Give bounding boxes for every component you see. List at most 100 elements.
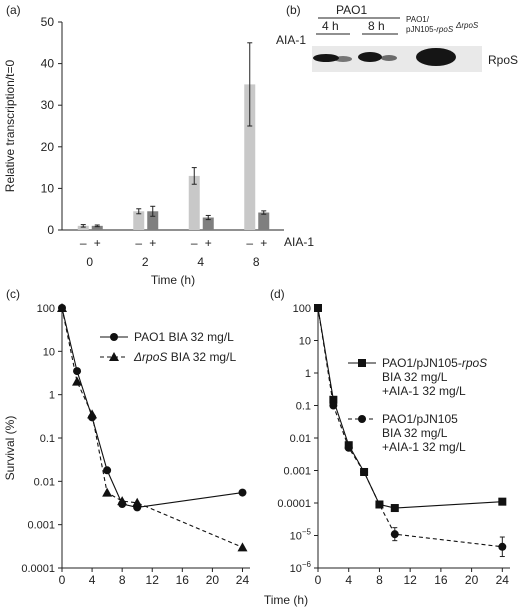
lane-label-deletion: ΔrpoS — [455, 21, 479, 30]
point-c-1 — [117, 496, 128, 506]
y-tick-label-c: 0.01 — [34, 476, 55, 488]
y-tick-label-c: 1 — [49, 390, 55, 402]
x-tick-label-d: 16 — [434, 573, 448, 587]
y-tick-label-a: 0 — [47, 223, 54, 237]
point-c-1 — [237, 542, 248, 552]
bar-plus — [258, 212, 270, 230]
x-tick-label-c: 20 — [206, 573, 220, 587]
legend-marker-c-0 — [110, 333, 118, 341]
band-lane-4 — [381, 55, 397, 61]
y-tick-label-c: 0.0001 — [21, 563, 55, 575]
point-c-1 — [132, 497, 143, 507]
bar-plus — [147, 211, 159, 230]
x-tick-label-d: 0 — [315, 573, 322, 587]
point-d-1 — [498, 542, 507, 551]
aia-marker-a: – — [135, 236, 142, 250]
y-tick-label-c: 0.1 — [40, 433, 55, 445]
aia-marker-a: + — [205, 236, 212, 250]
x-tick-label-c: 12 — [146, 573, 160, 587]
y-tick-label-c: 10 — [43, 346, 55, 358]
bar-chart-a: Relative transcription/t=0 AIA-1 Time (h… — [3, 15, 314, 287]
x-tick-label-c: 24 — [236, 573, 250, 587]
band-lane-5 — [416, 48, 456, 66]
protein-label: RpoS — [488, 53, 518, 67]
line-chart-d: 0 4 8 12 16 20 24 100 10 1 0.1 0.01 0.001 0.0001 10−5 1… — [277, 303, 510, 587]
legend-text-c-0: PAO1 BIA 32 mg/L — [134, 330, 234, 344]
point-c-1 — [102, 487, 113, 497]
strain-label: PAO1 — [336, 3, 367, 17]
y-tick-label-d: 1 — [305, 368, 311, 380]
time-label-8h: 8 h — [368, 19, 385, 33]
x-tick-label-c: 4 — [89, 573, 96, 587]
y-tick-label-d: 0.1 — [296, 401, 311, 413]
point-d-1 — [344, 443, 353, 452]
point-c-0 — [103, 466, 112, 475]
legend-text-d-1: PAO1/pJN105 — [382, 412, 458, 426]
point-c-0 — [238, 488, 247, 497]
y-axis-label-c: Survival (%) — [3, 416, 17, 481]
point-d-1 — [360, 467, 369, 476]
x-tick-label-a: 2 — [142, 255, 149, 269]
legend-text-d-0: BIA 32 mg/L — [382, 370, 448, 384]
bar-plus — [91, 225, 103, 230]
bar-plus — [202, 217, 214, 230]
legend-text-d-0: PAO1/pJN105-rpoS — [382, 356, 487, 370]
legend-text-c-1: ΔrpoS BIA 32 mg/L — [133, 350, 236, 364]
lane-label-line-1: PAO1/ — [406, 15, 430, 24]
legend-text-d-0: +AIA-1 32 mg/L — [382, 384, 466, 398]
y-tick-label-c: 0.001 — [27, 520, 55, 532]
point-d-0 — [498, 497, 507, 506]
shared-x-axis-label: Time (h) — [264, 593, 308, 607]
x-tick-label-d: 4 — [345, 573, 352, 587]
time-label-4h: 4 h — [322, 19, 339, 33]
y-tick-label-a: 40 — [41, 57, 55, 71]
lane-label-line-2: pJN105-rpoS — [406, 25, 454, 34]
y-tick-label-d: 0.001 — [283, 466, 311, 478]
aia-marker-a: + — [149, 236, 156, 250]
y-axis-label-a: Relative transcription/t=0 — [3, 59, 17, 192]
aia-marker-a: – — [246, 236, 253, 250]
western-blot: (b) PAO1 4 h 8 h AIA-1 PAO1/ pJN105-rpoS… — [276, 3, 518, 72]
panel-label-b: (b) — [286, 3, 301, 17]
x-tick-label-d: 8 — [376, 573, 383, 587]
x-tick-label-c: 0 — [59, 573, 66, 587]
compound-label-blot: AIA-1 — [276, 33, 306, 47]
x-tick-label-a: 8 — [253, 255, 260, 269]
y-tick-label-a: 10 — [41, 181, 55, 195]
legend-marker-d-1 — [358, 415, 366, 423]
blot-bands — [313, 48, 456, 66]
x-tick-label-a: 4 — [197, 255, 204, 269]
x-tick-label-c: 16 — [176, 573, 190, 587]
point-d-0 — [329, 395, 338, 404]
x-tick-label-d: 24 — [496, 573, 510, 587]
point-c-1 — [87, 409, 98, 419]
bar-minus — [77, 225, 89, 230]
point-d-1 — [329, 401, 338, 410]
point-d-1 — [390, 530, 399, 539]
series-line-d-0 — [317, 307, 503, 509]
legend-marker-d-0 — [358, 359, 366, 367]
y-tick-label-a: 30 — [41, 98, 55, 112]
point-c-1 — [72, 376, 83, 386]
aia-marker-a: + — [260, 236, 267, 250]
panel-label-a: (a) — [6, 3, 21, 17]
x-tick-label-d: 12 — [403, 573, 417, 587]
aia-marker-a: – — [80, 236, 87, 250]
y-tick-label-d: 0.0001 — [277, 498, 311, 510]
band-lane-1 — [313, 54, 339, 62]
bar-minus — [133, 211, 145, 230]
y-tick-label-d: 100 — [293, 303, 311, 315]
aia-marker-a: + — [94, 236, 101, 250]
band-lane-2 — [334, 56, 352, 62]
point-c-1 — [57, 303, 67, 312]
x-tick-label-a: 0 — [86, 255, 93, 269]
point-d-1 — [375, 500, 384, 509]
x-tick-label-c: 8 — [119, 573, 126, 587]
band-lane-3 — [358, 52, 382, 62]
y-tick-label-d: 10−5 — [290, 528, 312, 543]
y-tick-label-a: 50 — [41, 15, 55, 29]
legend-text-d-1: BIA 32 mg/L — [382, 426, 448, 440]
compound-row-label-a: AIA-1 — [284, 235, 314, 249]
panel-label-c: (c) — [6, 287, 20, 301]
